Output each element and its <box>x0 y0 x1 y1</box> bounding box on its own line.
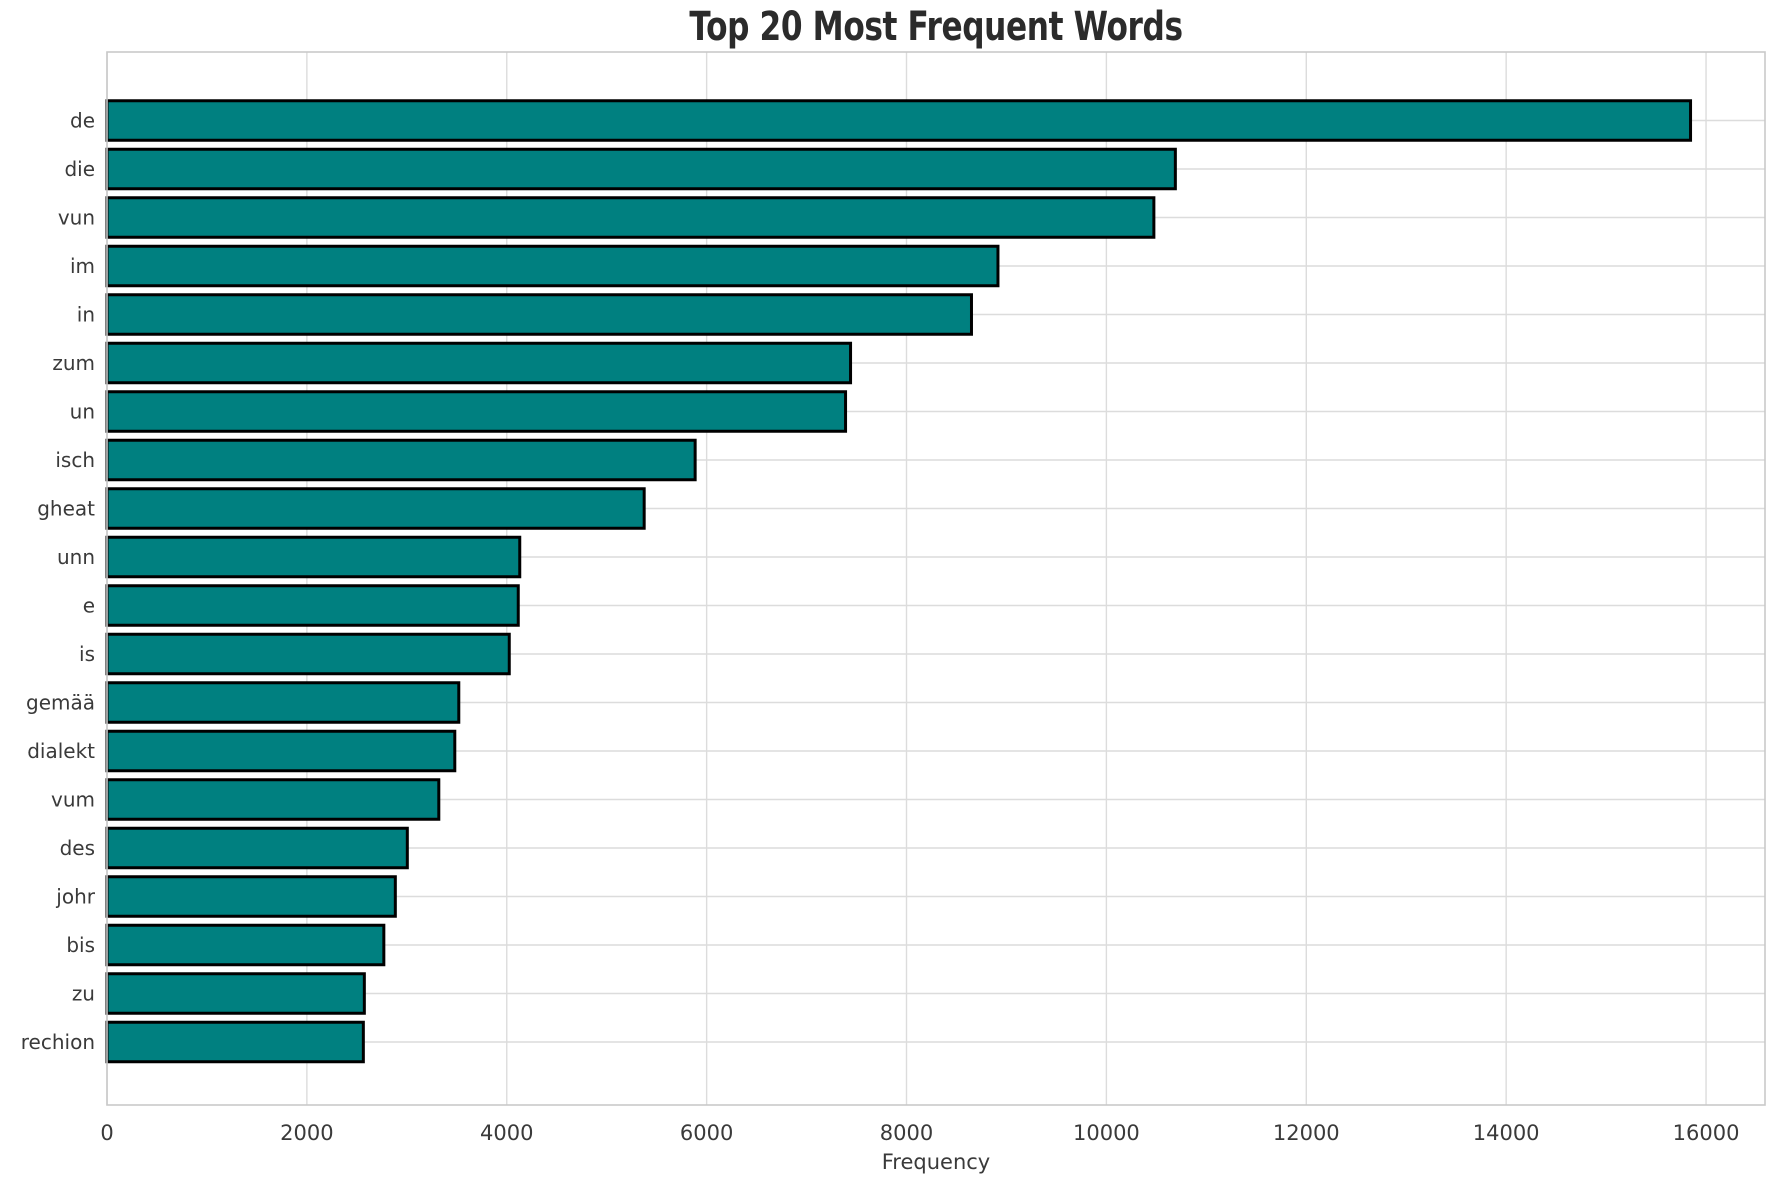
bar <box>105 923 386 967</box>
y-tick-label: rechion <box>21 1030 95 1054</box>
bar <box>105 390 848 433</box>
y-tick-label: is <box>79 642 95 666</box>
y-tick-label: e <box>83 594 95 618</box>
y-tick-label: im <box>70 254 95 278</box>
plot-spine <box>106 51 1766 1106</box>
y-tick-label: isch <box>55 448 95 472</box>
bar <box>105 535 522 579</box>
bar <box>105 826 409 870</box>
bar <box>105 438 697 482</box>
y-tick-label: de <box>70 109 95 133</box>
y-tick-label: bis <box>66 933 95 957</box>
y-tick-label: des <box>60 836 95 860</box>
y-tick-label: zu <box>72 982 95 1006</box>
y-tick-label: un <box>70 400 95 424</box>
x-tick-label: 4000 <box>480 1121 533 1145</box>
y-tick-label: gheat <box>37 497 95 521</box>
x-tick-label: 8000 <box>880 1121 933 1145</box>
bar <box>105 584 520 627</box>
y-tick-label: die <box>64 157 95 181</box>
bar <box>105 632 511 676</box>
y-tick-label: in <box>77 303 95 327</box>
x-tick-label: 0 <box>100 1121 113 1145</box>
chart-title: Top 20 Most Frequent Words <box>689 4 1183 50</box>
x-tick-label: 14000 <box>1473 1121 1540 1145</box>
x-tick-label: 12000 <box>1273 1121 1340 1145</box>
bar <box>105 196 1156 239</box>
bar <box>105 487 646 530</box>
bar <box>105 1020 365 1064</box>
bar <box>105 875 397 918</box>
x-tick-label: 2000 <box>280 1121 333 1145</box>
bar <box>105 729 457 773</box>
bar <box>105 681 461 724</box>
x-tick-label: 16000 <box>1673 1121 1740 1145</box>
y-tick-label: vum <box>51 788 95 812</box>
x-axis-label: Frequency <box>881 1150 991 1174</box>
y-tick-label: unn <box>57 545 95 569</box>
x-tick-label: 6000 <box>680 1121 733 1145</box>
bar <box>105 99 1693 142</box>
y-tick-label: johr <box>55 885 95 909</box>
bar <box>105 293 973 336</box>
bar <box>105 244 1000 288</box>
y-tick-label: zum <box>52 351 95 375</box>
bar <box>105 972 366 1015</box>
bar <box>105 778 441 821</box>
y-tick-label: gemää <box>26 691 95 715</box>
bar <box>105 341 853 385</box>
y-tick-label: dialekt <box>27 739 95 763</box>
bar <box>105 147 1177 191</box>
y-tick-label: vun <box>58 206 95 230</box>
x-tick-label: 10000 <box>1073 1121 1140 1145</box>
